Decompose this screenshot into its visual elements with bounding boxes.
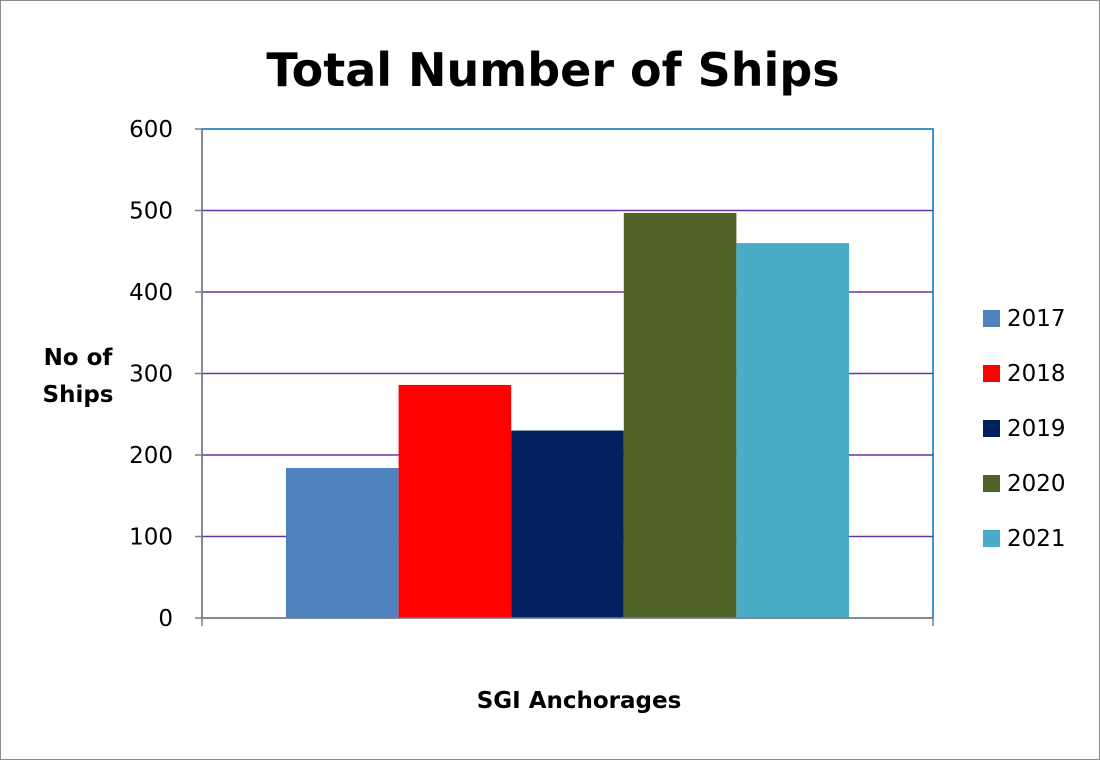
chart-title: Total Number of Ships — [266, 43, 839, 97]
axes — [195, 128, 934, 626]
legend-swatch-2019 — [983, 420, 1000, 437]
y-tick-label-600: 600 — [129, 117, 173, 143]
legend-label-2019: 2019 — [1007, 416, 1066, 442]
bar-2018 — [398, 384, 512, 618]
bar-2017 — [286, 468, 399, 618]
y-tick-label-0: 0 — [158, 606, 173, 632]
y-tick-labels: 0 100 200 300 400 500 600 — [129, 117, 173, 632]
x-axis-title: SGI Anchorages — [477, 688, 682, 714]
bar-2019 — [511, 430, 624, 618]
y-tick-label-300: 300 — [129, 362, 173, 388]
y-tick-label-200: 200 — [129, 443, 173, 469]
legend-label-2021: 2021 — [1007, 526, 1066, 552]
legend-label-2020: 2020 — [1007, 471, 1066, 497]
legend-label-2018: 2018 — [1007, 361, 1066, 387]
legend-swatch-2021 — [983, 530, 1000, 547]
legend-swatch-2018 — [983, 365, 1000, 382]
y-axis-title-line-2: Ships — [43, 382, 114, 408]
bars — [286, 212, 849, 618]
y-axis-title-line-1: No of — [44, 345, 114, 371]
y-tick-label-400: 400 — [129, 280, 173, 306]
y-tick-label-500: 500 — [129, 199, 173, 225]
legend-swatch-2020 — [983, 475, 1000, 492]
legend-swatch-2017 — [983, 310, 1000, 327]
bar-2021 — [736, 243, 849, 618]
bar-2020 — [623, 212, 737, 618]
y-tick-label-100: 100 — [129, 525, 173, 551]
legend-label-2017: 2017 — [1007, 306, 1066, 332]
legend: 2017 2018 2019 2020 2021 — [983, 306, 1066, 552]
